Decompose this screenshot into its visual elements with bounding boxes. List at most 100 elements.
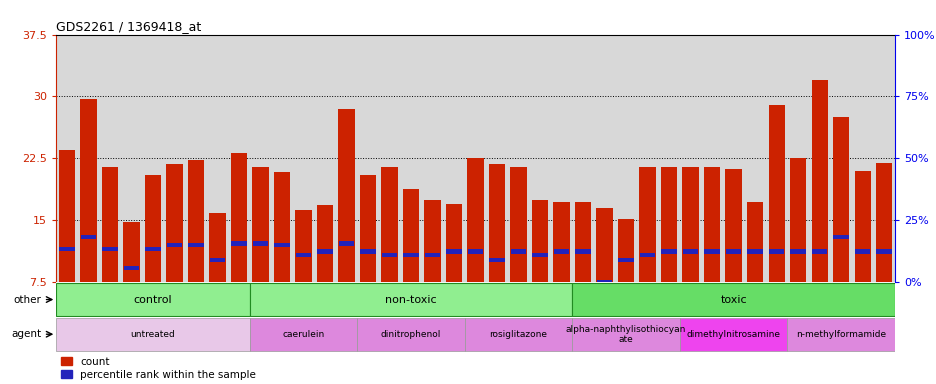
Bar xyxy=(250,283,572,316)
Bar xyxy=(811,80,826,282)
Bar xyxy=(682,249,697,254)
Bar xyxy=(572,318,680,351)
Bar xyxy=(854,249,870,254)
Bar xyxy=(339,241,354,246)
Bar xyxy=(210,213,226,282)
Legend: count, percentile rank within the sample: count, percentile rank within the sample xyxy=(62,357,256,380)
Text: n-methylformamide: n-methylformamide xyxy=(796,330,885,339)
Bar xyxy=(790,249,805,254)
Bar xyxy=(296,253,311,257)
Bar xyxy=(572,283,894,316)
Bar xyxy=(402,253,418,257)
Bar xyxy=(316,205,332,282)
Bar xyxy=(489,164,505,282)
Bar xyxy=(295,210,312,282)
Bar xyxy=(338,109,354,282)
Bar xyxy=(703,167,720,282)
Bar xyxy=(80,99,96,282)
Bar xyxy=(59,247,75,252)
Bar xyxy=(639,253,654,257)
Bar xyxy=(167,164,183,282)
Bar xyxy=(210,258,225,262)
Bar xyxy=(746,202,762,282)
Bar xyxy=(56,318,250,351)
Text: dimethylnitrosamine: dimethylnitrosamine xyxy=(686,330,780,339)
Bar xyxy=(618,258,633,262)
Bar xyxy=(424,253,440,257)
Bar xyxy=(102,167,118,282)
Bar xyxy=(274,243,289,247)
Text: GDS2261 / 1369418_at: GDS2261 / 1369418_at xyxy=(56,20,201,33)
Bar xyxy=(124,266,139,270)
Bar xyxy=(596,280,611,285)
Bar xyxy=(489,258,505,262)
Bar xyxy=(253,241,268,246)
Bar xyxy=(680,318,786,351)
Bar xyxy=(317,249,332,254)
Bar xyxy=(832,235,848,239)
Bar xyxy=(467,158,483,282)
Bar xyxy=(724,169,740,282)
Text: untreated: untreated xyxy=(130,330,175,339)
Bar xyxy=(638,167,655,282)
Bar xyxy=(145,175,161,282)
Bar xyxy=(102,247,118,252)
Bar xyxy=(854,171,870,282)
Bar xyxy=(553,202,569,282)
Bar xyxy=(596,208,612,282)
Bar xyxy=(575,249,590,254)
Bar xyxy=(681,167,698,282)
Bar xyxy=(382,253,397,257)
Bar xyxy=(273,172,290,282)
Bar xyxy=(360,249,375,254)
Bar xyxy=(618,218,634,282)
Text: non-toxic: non-toxic xyxy=(385,295,436,305)
Bar xyxy=(875,249,891,254)
Bar xyxy=(768,105,783,282)
Bar xyxy=(167,243,182,247)
Bar xyxy=(660,167,677,282)
Bar xyxy=(532,200,548,282)
Bar xyxy=(56,283,250,316)
Bar xyxy=(768,249,783,254)
Bar xyxy=(446,204,461,282)
Bar xyxy=(532,253,548,257)
Bar xyxy=(553,249,568,254)
Bar xyxy=(704,249,719,254)
Bar xyxy=(188,243,203,247)
Bar xyxy=(359,175,375,282)
Bar xyxy=(789,158,805,282)
Bar xyxy=(747,249,762,254)
Text: other: other xyxy=(13,295,41,305)
Bar xyxy=(124,222,139,282)
Text: rosiglitazone: rosiglitazone xyxy=(489,330,547,339)
Bar xyxy=(357,318,464,351)
Text: alpha-naphthylisothiocyan
ate: alpha-naphthylisothiocyan ate xyxy=(565,324,685,344)
Bar xyxy=(424,200,440,282)
Bar xyxy=(575,202,591,282)
Bar xyxy=(832,117,848,282)
Bar xyxy=(250,318,357,351)
Text: caerulein: caerulein xyxy=(282,330,324,339)
Bar xyxy=(80,235,96,239)
Bar xyxy=(725,249,740,254)
Bar xyxy=(402,189,418,282)
Bar xyxy=(875,162,891,282)
Bar xyxy=(230,152,247,282)
Bar xyxy=(188,160,204,282)
Bar xyxy=(467,249,483,254)
Bar xyxy=(464,318,572,351)
Bar xyxy=(381,167,397,282)
Bar xyxy=(812,249,826,254)
Text: control: control xyxy=(134,295,172,305)
Bar xyxy=(145,247,160,252)
Bar xyxy=(231,241,246,246)
Text: agent: agent xyxy=(11,329,41,339)
Bar xyxy=(446,249,461,254)
Bar xyxy=(510,249,526,254)
Bar xyxy=(59,150,75,282)
Bar xyxy=(786,318,894,351)
Bar xyxy=(252,167,269,282)
Text: toxic: toxic xyxy=(720,295,746,305)
Bar xyxy=(661,249,676,254)
